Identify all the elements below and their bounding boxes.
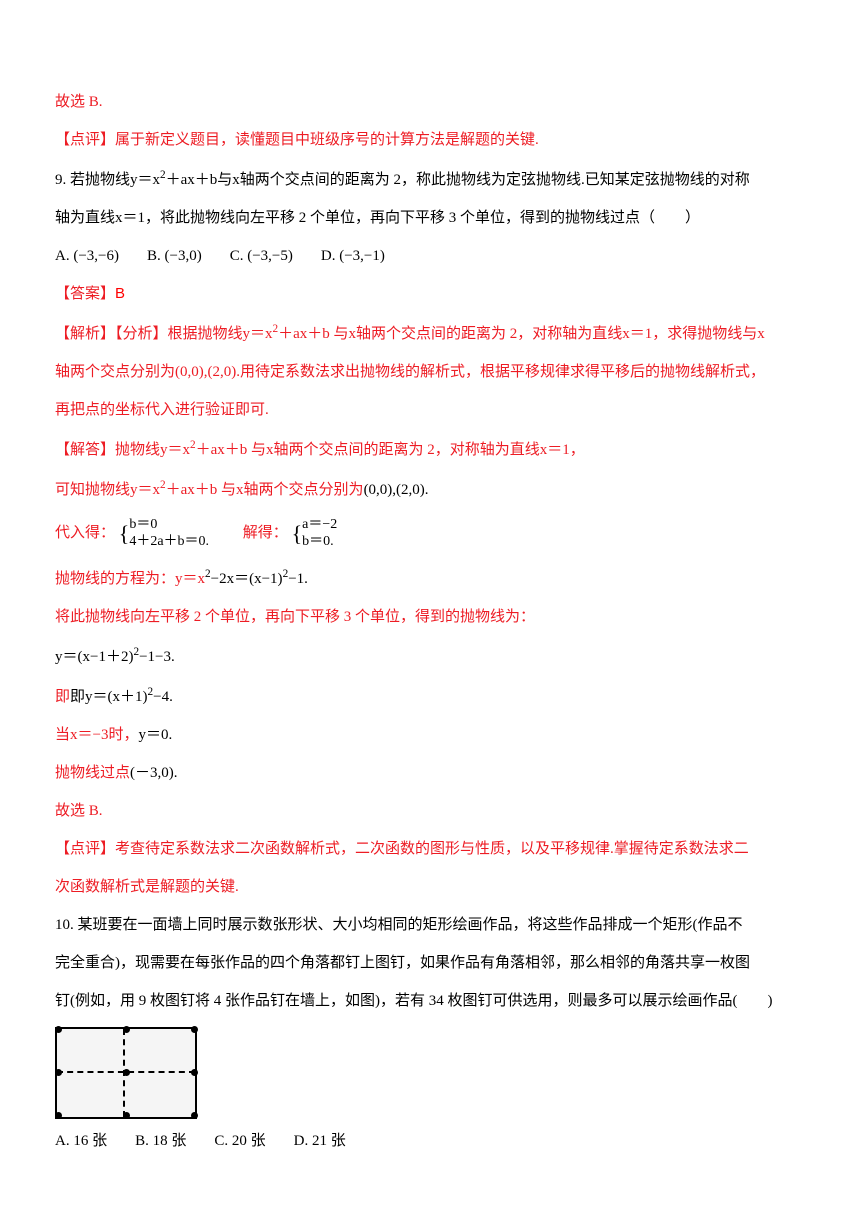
equation-line: 抛物线的方程为：y＝x2−2x＝(x−1)2−1. <box>55 565 805 591</box>
solve-line-2: 可知抛物线y＝x2＋ax＋b 与x轴两个交点分别为(0,0),(2,0). <box>55 476 805 502</box>
analysis-line-3: 再把点的坐标代入进行验证即可. <box>55 398 805 422</box>
pin-dot <box>123 1069 130 1076</box>
pp-red: 抛物线过点 <box>55 765 130 781</box>
q10-options: A. 16 张 B. 18 张 C. 20 张 D. 21 张 <box>55 1129 805 1153</box>
pp-blk: (－3,0). <box>130 765 178 781</box>
shift-line: 将此抛物线向左平移 2 个单位，再向下平移 3 个单位，得到的抛物线为： <box>55 605 805 629</box>
analysis-line-2: 轴两个交点分别为(0,0),(2,0).用待定系数法求出抛物线的解析式，根据平移… <box>55 360 805 384</box>
option-c: C. 20 张 <box>214 1129 265 1153</box>
eq-c: −1. <box>288 571 308 587</box>
q9-part-a: 9. 若抛物线y＝x <box>55 172 160 188</box>
solve-1b: ＋ax＋b 与x轴两个交点间的距离为 2，对称轴为直线x＝1， <box>196 442 585 458</box>
solve-2b-blk: (0,0),(2,0). <box>364 482 429 498</box>
option-b: B. (−3,0) <box>147 244 202 268</box>
pin-dot <box>55 1069 62 1076</box>
pin-dot <box>191 1026 198 1033</box>
sub-left: 代入得： <box>55 525 115 541</box>
solve-2b-red: ＋ax＋b 与x轴两个交点分别为 <box>166 482 364 498</box>
eq2: 4＋2a＋b＝0. <box>129 534 209 551</box>
option-d: D. 21 张 <box>294 1129 346 1153</box>
solve-2a: 可知抛物线y＝x <box>55 482 160 498</box>
pin-dot <box>191 1069 198 1076</box>
when-a: 当x＝−3时， <box>55 727 138 743</box>
shifted-b: −1−3. <box>139 649 175 665</box>
question-10-a: 10. 某班要在一面墙上同时展示数张形状、大小均相同的矩形绘画作品，将这些作品排… <box>55 913 805 937</box>
answer-value: B <box>115 285 125 302</box>
pins-diagram <box>55 1027 197 1119</box>
comment-9a: 【点评】考查待定系数法求二次函数解析式，二次函数的图形与性质，以及平移规律.掌握… <box>55 837 805 861</box>
option-b: B. 18 张 <box>135 1129 186 1153</box>
simp-a: 即y＝(x＋1) <box>70 689 148 705</box>
pin-dot <box>191 1112 198 1119</box>
pin-dot <box>123 1026 130 1033</box>
sub-mid: 解得： <box>243 525 288 541</box>
option-a: A. 16 张 <box>55 1129 107 1153</box>
question-10-b: 完全重合)，现需要在每张作品的四个角落都钉上图钉，如果作品有角落相邻，那么相邻的… <box>55 951 805 975</box>
sol1: a＝−2 <box>302 517 337 534</box>
simp-prefix: 即 <box>55 689 70 705</box>
analysis-line: 【解析】【分析】根据抛物线y＝x2＋ax＋b 与x轴两个交点间的距离为 2，对称… <box>55 320 805 346</box>
answer-label: 【答案】 <box>55 286 115 302</box>
q9-options: A. (−3,−6) B. (−3,0) C. (−3,−5) D. (−3,−… <box>55 244 805 268</box>
question-9-cont: 轴为直线x＝1，将此抛物线向左平移 2 个单位，再向下平移 3 个单位，得到的抛… <box>55 206 805 230</box>
option-a: A. (−3,−6) <box>55 244 119 268</box>
eq-b: −2x＝(x−1) <box>211 571 283 587</box>
simplified-eq: 即即y＝(x＋1)2−4. <box>55 683 805 709</box>
solve-line-1: 【解答】抛物线y＝x2＋ax＋b 与x轴两个交点间的距离为 2，对称轴为直线x＝… <box>55 436 805 462</box>
question-9: 9. 若抛物线y＝x2＋ax＋b与x轴两个交点间的距离为 2，称此抛物线为定弦抛… <box>55 166 805 192</box>
shifted-a: y＝(x−1＋2) <box>55 649 133 665</box>
substitution-line: 代入得： {b＝04＋2a＋b＝0. 解得： {a＝−2b＝0. <box>55 516 805 551</box>
comment-prev: 【点评】属于新定义题目，读懂题目中班级序号的计算方法是解题的关键. <box>55 128 805 152</box>
brace-right: {a＝−2b＝0. <box>292 516 338 551</box>
shifted-eq: y＝(x−1＋2)2−1−3. <box>55 643 805 669</box>
question-10-c: 钉(例如，用 9 枚图钉将 4 张作品钉在墙上，如图)，若有 34 枚图钉可供选… <box>55 989 805 1013</box>
passes-point: 抛物线过点(－3,0). <box>55 761 805 785</box>
brace-left: {b＝04＋2a＋b＝0. <box>119 516 209 551</box>
pin-dot <box>123 1112 130 1119</box>
simp-b: −4. <box>153 689 173 705</box>
pin-dot <box>55 1112 62 1119</box>
conclusion-9: 故选 B. <box>55 799 805 823</box>
eq1: b＝0 <box>129 517 209 534</box>
when-line: 当x＝−3时，y＝0. <box>55 723 805 747</box>
option-c: C. (−3,−5) <box>230 244 293 268</box>
conclusion-prev: 故选 B. <box>55 90 805 114</box>
q9-part-b: ＋ax＋b与x轴两个交点间的距离为 2，称此抛物线为定弦抛物线.已知某定弦抛物线… <box>166 172 750 188</box>
eq-a: 抛物线的方程为：y＝x <box>55 571 205 587</box>
analysis-b: ＋ax＋b 与x轴两个交点间的距离为 2，对称轴为直线x＝1，求得抛物线与x <box>278 326 765 342</box>
answer-line: 【答案】B <box>55 282 805 306</box>
comment-9b: 次函数解析式是解题的关键. <box>55 875 805 899</box>
sol2: b＝0. <box>302 534 337 551</box>
analysis-a: 【解析】【分析】根据抛物线y＝x <box>55 326 273 342</box>
when-b: y＝0. <box>138 727 172 743</box>
pin-dot <box>55 1026 62 1033</box>
solve-1a: 【解答】抛物线y＝x <box>55 442 190 458</box>
option-d: D. (−3,−1) <box>321 244 385 268</box>
